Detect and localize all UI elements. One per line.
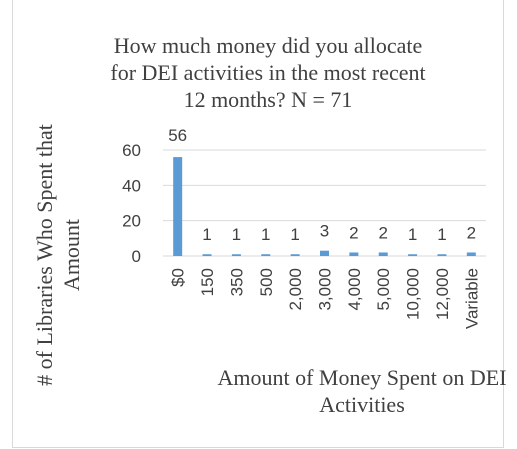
x-axis-label-line-1: Amount of Money Spent on DEI (217, 365, 507, 390)
data-label: 3 (320, 222, 329, 241)
chart-title-line-2: for DEI activities in the most recent (110, 60, 426, 85)
x-axis-label-line-2: Activities (319, 392, 405, 417)
y-tick-label: 0 (132, 247, 141, 266)
x-tick-label: 2,000 (286, 268, 305, 311)
chart-frame (12, 0, 504, 448)
data-label: 2 (349, 223, 358, 242)
x-tick-label: $0 (169, 268, 188, 287)
bar (349, 252, 359, 256)
data-label: 1 (408, 225, 417, 244)
bar (320, 250, 329, 256)
x-tick-label: 500 (257, 268, 276, 296)
bar (231, 254, 241, 256)
x-tick-label: 150 (198, 268, 217, 296)
bar (290, 254, 300, 256)
bar (408, 254, 418, 256)
bar (261, 254, 271, 256)
data-label: 1 (232, 225, 241, 244)
data-label: 1 (437, 225, 446, 244)
data-label: 2 (378, 223, 387, 242)
y-tick-label: 60 (122, 141, 141, 160)
bar (466, 252, 476, 256)
chart-title-line-3: 12 months? N = 71 (183, 87, 353, 112)
data-label: 1 (261, 225, 270, 244)
x-tick-label: Variable (462, 268, 481, 329)
x-tick-label: 12,000 (433, 268, 452, 320)
data-label: 56 (168, 126, 187, 145)
y-tick-label: 40 (122, 176, 141, 195)
x-tick-label: 350 (227, 268, 246, 296)
x-axis-label: Amount of Money Spent on DEI Activities (192, 364, 517, 418)
chart-title: How much money did you allocate for DEI … (48, 32, 488, 113)
y-tick-label: 20 (122, 212, 141, 231)
data-label: 1 (202, 225, 211, 244)
x-tick-label: 5,000 (374, 268, 393, 311)
bar (437, 254, 447, 256)
chart-title-line-1: How much money did you allocate (113, 33, 423, 58)
x-tick-label: 4,000 (345, 268, 364, 311)
bar (378, 252, 388, 256)
data-label: 2 (467, 223, 476, 242)
bar (202, 254, 212, 256)
x-tick-label: 3,000 (316, 268, 335, 311)
data-label: 1 (290, 225, 299, 244)
x-tick-label: 10,000 (404, 268, 423, 320)
bar (173, 157, 183, 256)
